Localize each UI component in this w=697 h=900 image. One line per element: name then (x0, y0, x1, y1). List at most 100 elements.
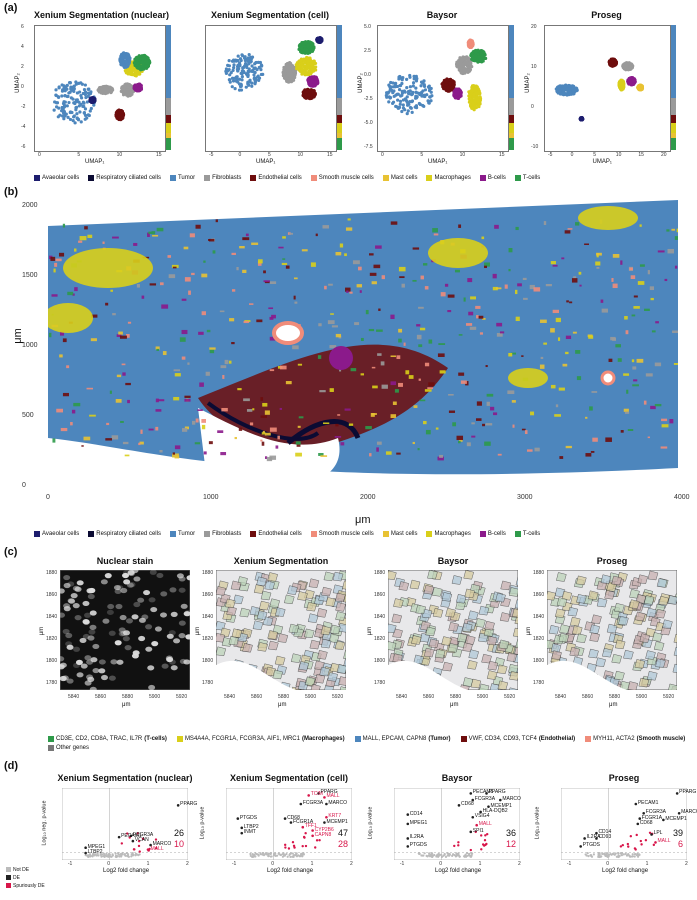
panel-d-label: (d) (4, 760, 19, 772)
umap-point (246, 82, 250, 86)
umap-point (305, 73, 309, 77)
legend-label: Smooth muscle cells (318, 531, 374, 537)
umap-xlabel: UMAP₁ (256, 159, 276, 165)
proportion-segment (671, 115, 676, 123)
nucleus (124, 645, 132, 651)
tissue-cell (417, 448, 420, 451)
tissue-cell (521, 428, 526, 431)
tissue-cell (261, 441, 265, 446)
umap-point (311, 82, 315, 87)
tissue-cell (262, 402, 268, 407)
umap-point (624, 66, 628, 70)
legend-item: Smooth muscle cells (310, 175, 374, 181)
tissue-cell (424, 389, 432, 392)
tissue-cell (174, 455, 180, 459)
umap-point (478, 95, 482, 100)
tissue-cell (629, 267, 633, 271)
umap-point (403, 108, 407, 112)
tissue-cell (260, 415, 267, 418)
tissue-cell (237, 388, 242, 391)
umap-ylabel: UMAP₂ (357, 73, 364, 93)
umap-point (228, 80, 232, 84)
tissue-cell (121, 363, 126, 366)
umap-point (455, 90, 460, 94)
tissue-cell (50, 256, 56, 261)
tissue-cell (119, 335, 127, 339)
tissue-cell (440, 292, 446, 297)
umap-proportion-bar (671, 25, 676, 150)
tissue-cell (437, 353, 445, 357)
tissue-cell (612, 283, 618, 289)
nucleus (178, 587, 186, 593)
tissue-cell (318, 452, 324, 456)
tissue-cell (463, 297, 466, 302)
tissue-cell (673, 363, 678, 365)
tissue-cell (156, 348, 160, 351)
tissue-cell (554, 414, 561, 417)
umap-point (468, 65, 472, 69)
umap-point (77, 100, 81, 104)
tissue-cell (260, 439, 263, 442)
umap-point (133, 84, 137, 89)
tissue-cell (181, 329, 188, 335)
tissue-cell (676, 228, 678, 233)
proportion-segment (166, 122, 171, 133)
tissue-macrophage-patch (63, 248, 153, 288)
legend-item: Avaeolar cells (34, 175, 79, 181)
tissue-cell (162, 351, 167, 356)
tissue-cell (569, 301, 573, 304)
tissue-cell (297, 425, 301, 428)
umap-point (293, 70, 297, 74)
umap-point (254, 61, 258, 65)
umap-point (458, 65, 462, 69)
tissue-cell (369, 253, 374, 256)
tissue-cell (199, 382, 204, 387)
umap-point (106, 85, 110, 89)
tissue-cell (615, 344, 621, 348)
umap-ytick: 0 (21, 84, 24, 90)
nucleus (138, 617, 146, 623)
umap-point (611, 64, 615, 68)
nucleus (101, 674, 109, 681)
umap-xtick: 10 (116, 152, 123, 158)
umap-point (252, 73, 256, 77)
tissue-cell (508, 248, 513, 253)
tissue-cell (282, 258, 286, 260)
tissue-cell (109, 390, 112, 394)
umap-point (250, 64, 254, 68)
umap-point (408, 89, 412, 93)
umap-point (308, 51, 312, 55)
nucleus (138, 635, 146, 642)
umap-point (427, 86, 431, 90)
umap-xtick: 10 (459, 152, 466, 158)
tissue-cell (401, 283, 405, 288)
tissue-ciliated-rim (286, 419, 361, 445)
umap-point (68, 81, 72, 85)
umap-point (311, 68, 315, 72)
tissue-cell (195, 224, 201, 229)
umap-point (288, 68, 292, 72)
tissue-cell (105, 302, 109, 306)
umap-point (390, 88, 394, 92)
umap-point (65, 83, 69, 87)
umap-ylabel: UMAP₂ (14, 73, 21, 93)
tissue-cell (358, 266, 362, 271)
umap-point (71, 88, 76, 92)
umap-point (239, 58, 243, 63)
tissue-cell (630, 275, 636, 280)
umap-point (75, 112, 79, 116)
tissue-cell (561, 257, 565, 260)
tissue-cell (611, 278, 614, 282)
tissue-cell (231, 252, 236, 256)
umap-point (77, 104, 81, 108)
tissue-cell (337, 414, 341, 416)
nucleus (180, 603, 188, 609)
umap-point (259, 68, 263, 72)
tissue-cell (398, 328, 403, 333)
umap-point (71, 97, 75, 101)
tissue-cell (155, 346, 160, 350)
tissue-cell (192, 420, 196, 425)
tissue-cell (58, 252, 65, 257)
umap-point (259, 72, 263, 77)
umap-point (74, 106, 78, 110)
